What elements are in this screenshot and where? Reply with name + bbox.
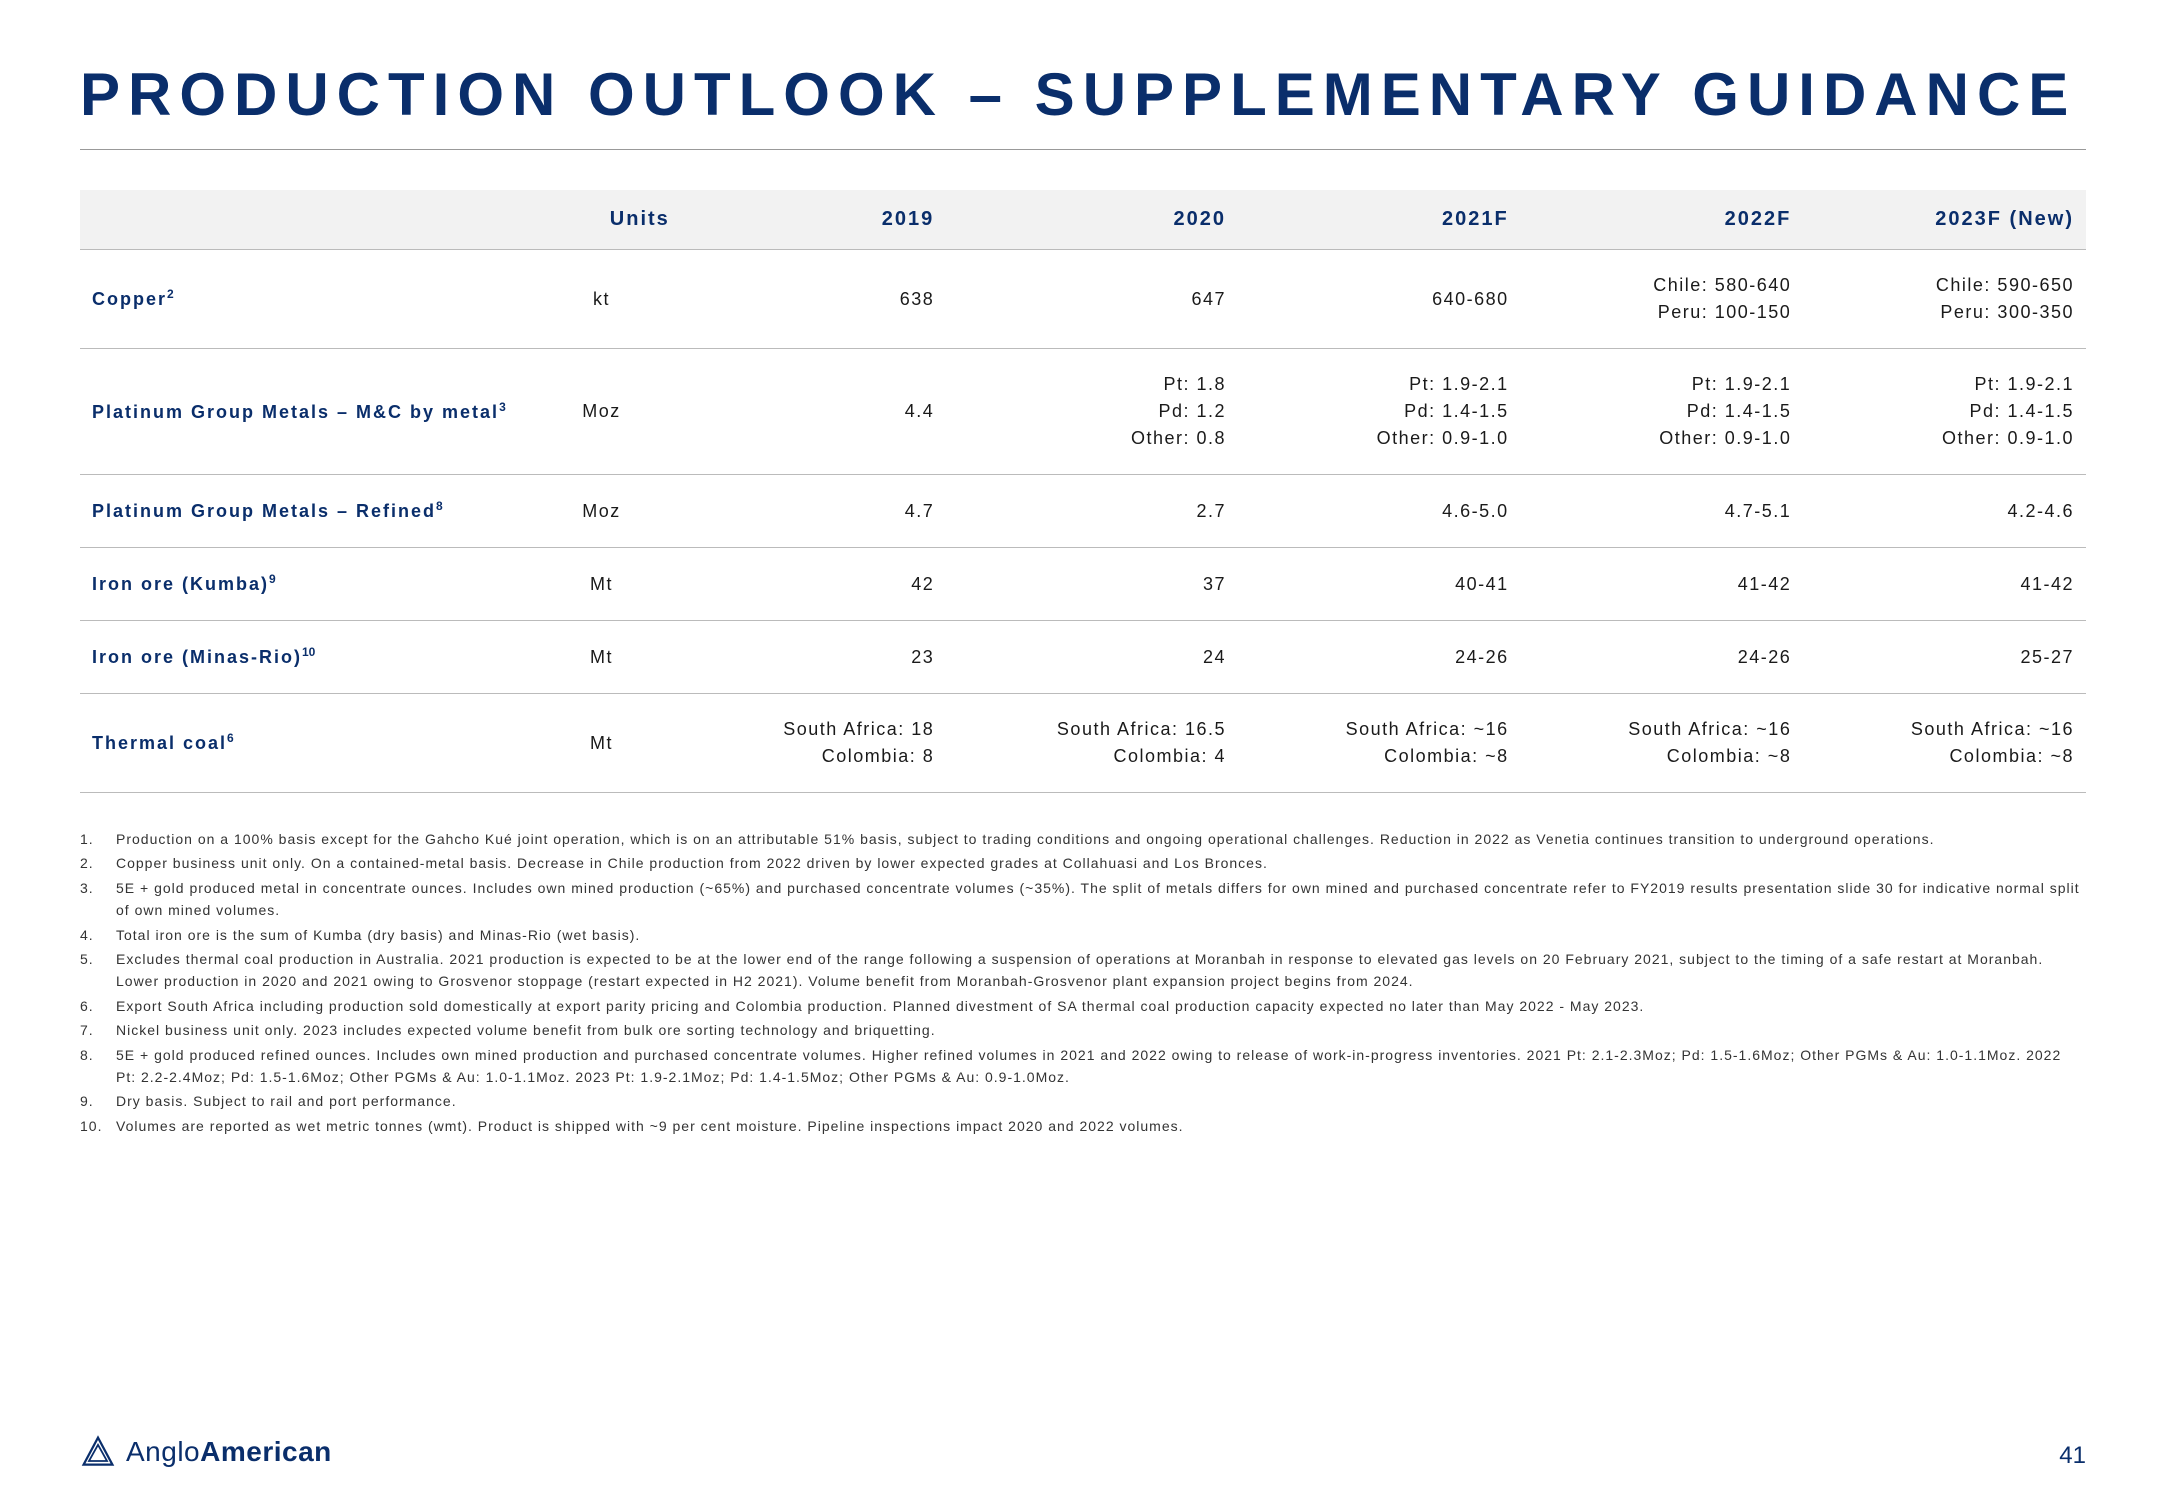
cell: 2.7 bbox=[946, 475, 1238, 548]
cell: 24-26 bbox=[1521, 621, 1804, 694]
logo-text: AngloAmerican bbox=[126, 1436, 332, 1468]
footnote-text: Total iron ore is the sum of Kumba (dry … bbox=[116, 924, 640, 946]
cell: 24 bbox=[946, 621, 1238, 694]
row-label: Platinum Group Metals – M&C by metal3 bbox=[80, 349, 521, 475]
col-2023f: 2023F (New) bbox=[1803, 190, 2086, 250]
footnote-number: 2. bbox=[80, 852, 116, 874]
row-label: Thermal coal6 bbox=[80, 694, 521, 793]
page-title: PRODUCTION OUTLOOK – SUPPLEMENTARY GUIDA… bbox=[80, 60, 2086, 150]
cell: 4.7-5.1 bbox=[1521, 475, 1804, 548]
col-blank bbox=[80, 190, 521, 250]
footnote: 3.5E + gold produced metal in concentrat… bbox=[80, 877, 2086, 922]
cell: Pt: 1.8 Pd: 1.2 Other: 0.8 bbox=[946, 349, 1238, 475]
table-header: Units 2019 2020 2021F 2022F 2023F (New) bbox=[80, 190, 2086, 250]
col-2022f: 2022F bbox=[1521, 190, 1804, 250]
table-row: Platinum Group Metals – M&C by metal3Moz… bbox=[80, 349, 2086, 475]
footnote-text: Copper business unit only. On a containe… bbox=[116, 852, 1268, 874]
row-label: Iron ore (Minas-Rio)10 bbox=[80, 621, 521, 694]
footnote-number: 6. bbox=[80, 995, 116, 1017]
row-units: Mt bbox=[521, 621, 681, 694]
table-row: Copper2kt638647640-680Chile: 580-640 Per… bbox=[80, 250, 2086, 349]
footnote-number: 5. bbox=[80, 948, 116, 993]
footnote-number: 8. bbox=[80, 1044, 116, 1089]
cell: South Africa: ~16 Colombia: ~8 bbox=[1521, 694, 1804, 793]
table-row: Thermal coal6MtSouth Africa: 18 Colombia… bbox=[80, 694, 2086, 793]
table-body: Copper2kt638647640-680Chile: 580-640 Per… bbox=[80, 250, 2086, 793]
footnote-number: 1. bbox=[80, 828, 116, 850]
cell: 4.7 bbox=[682, 475, 947, 548]
footnote: 2.Copper business unit only. On a contai… bbox=[80, 852, 2086, 874]
cell: South Africa: ~16 Colombia: ~8 bbox=[1803, 694, 2086, 793]
footnotes: 1.Production on a 100% basis except for … bbox=[80, 828, 2086, 1137]
table-row: Iron ore (Minas-Rio)10Mt232424-2624-2625… bbox=[80, 621, 2086, 694]
footnote-number: 4. bbox=[80, 924, 116, 946]
footnote: 9.Dry basis. Subject to rail and port pe… bbox=[80, 1090, 2086, 1112]
cell: Pt: 1.9-2.1 Pd: 1.4-1.5 Other: 0.9-1.0 bbox=[1238, 349, 1521, 475]
footnote-text: Production on a 100% basis except for th… bbox=[116, 828, 1935, 850]
footer: AngloAmerican 41 bbox=[80, 1434, 2086, 1470]
cell: 41-42 bbox=[1803, 548, 2086, 621]
footnote-number: 9. bbox=[80, 1090, 116, 1112]
footnote-number: 3. bbox=[80, 877, 116, 922]
logo-word-2: American bbox=[200, 1436, 332, 1467]
logo-word-1: Anglo bbox=[126, 1436, 200, 1467]
footnote-text: Export South Africa including production… bbox=[116, 995, 1644, 1017]
footnote-text: 5E + gold produced metal in concentrate … bbox=[116, 877, 2086, 922]
cell: 25-27 bbox=[1803, 621, 2086, 694]
row-label: Iron ore (Kumba)9 bbox=[80, 548, 521, 621]
footnote-text: Excludes thermal coal production in Aust… bbox=[116, 948, 2086, 993]
footnote: 1.Production on a 100% basis except for … bbox=[80, 828, 2086, 850]
cell: 40-41 bbox=[1238, 548, 1521, 621]
cell: 23 bbox=[682, 621, 947, 694]
row-units: Mt bbox=[521, 694, 681, 793]
cell: 42 bbox=[682, 548, 947, 621]
row-units: Mt bbox=[521, 548, 681, 621]
logo-mark-icon bbox=[80, 1434, 116, 1470]
footnote: 7.Nickel business unit only. 2023 includ… bbox=[80, 1019, 2086, 1041]
cell: 4.6-5.0 bbox=[1238, 475, 1521, 548]
production-table: Units 2019 2020 2021F 2022F 2023F (New) … bbox=[80, 190, 2086, 793]
row-units: Moz bbox=[521, 475, 681, 548]
footnote-text: Dry basis. Subject to rail and port perf… bbox=[116, 1090, 457, 1112]
footnote-number: 7. bbox=[80, 1019, 116, 1041]
cell: 640-680 bbox=[1238, 250, 1521, 349]
col-2020: 2020 bbox=[946, 190, 1238, 250]
table-row: Platinum Group Metals – Refined8Moz4.72.… bbox=[80, 475, 2086, 548]
footnote: 5.Excludes thermal coal production in Au… bbox=[80, 948, 2086, 993]
cell: Pt: 1.9-2.1 Pd: 1.4-1.5 Other: 0.9-1.0 bbox=[1521, 349, 1804, 475]
cell: South Africa: 18 Colombia: 8 bbox=[682, 694, 947, 793]
footnote-text: Nickel business unit only. 2023 includes… bbox=[116, 1019, 936, 1041]
cell: South Africa: 16.5 Colombia: 4 bbox=[946, 694, 1238, 793]
cell: 41-42 bbox=[1521, 548, 1804, 621]
cell: 37 bbox=[946, 548, 1238, 621]
page-number: 41 bbox=[2059, 1442, 2086, 1470]
cell: 4.4 bbox=[682, 349, 947, 475]
cell: 647 bbox=[946, 250, 1238, 349]
footnote-text: Volumes are reported as wet metric tonne… bbox=[116, 1115, 1184, 1137]
row-label: Copper2 bbox=[80, 250, 521, 349]
company-logo: AngloAmerican bbox=[80, 1434, 332, 1470]
cell: 24-26 bbox=[1238, 621, 1521, 694]
footnote-number: 10. bbox=[80, 1115, 116, 1137]
col-2019: 2019 bbox=[682, 190, 947, 250]
col-2021f: 2021F bbox=[1238, 190, 1521, 250]
cell: Chile: 590-650 Peru: 300-350 bbox=[1803, 250, 2086, 349]
row-units: kt bbox=[521, 250, 681, 349]
cell: South Africa: ~16 Colombia: ~8 bbox=[1238, 694, 1521, 793]
cell: 4.2-4.6 bbox=[1803, 475, 2086, 548]
cell: Pt: 1.9-2.1 Pd: 1.4-1.5 Other: 0.9-1.0 bbox=[1803, 349, 2086, 475]
footnote: 8.5E + gold produced refined ounces. Inc… bbox=[80, 1044, 2086, 1089]
footnote: 6.Export South Africa including producti… bbox=[80, 995, 2086, 1017]
col-units: Units bbox=[521, 190, 681, 250]
footnote: 4.Total iron ore is the sum of Kumba (dr… bbox=[80, 924, 2086, 946]
footnote-text: 5E + gold produced refined ounces. Inclu… bbox=[116, 1044, 2086, 1089]
cell: Chile: 580-640 Peru: 100-150 bbox=[1521, 250, 1804, 349]
table-row: Iron ore (Kumba)9Mt423740-4141-4241-42 bbox=[80, 548, 2086, 621]
row-label: Platinum Group Metals – Refined8 bbox=[80, 475, 521, 548]
row-units: Moz bbox=[521, 349, 681, 475]
cell: 638 bbox=[682, 250, 947, 349]
footnote: 10.Volumes are reported as wet metric to… bbox=[80, 1115, 2086, 1137]
